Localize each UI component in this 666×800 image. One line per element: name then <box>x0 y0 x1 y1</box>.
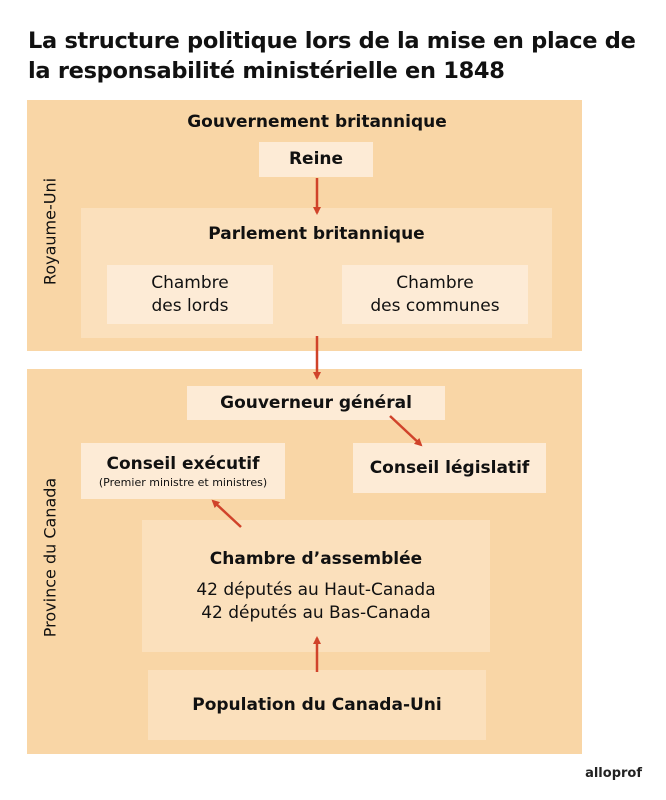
executif-label: Conseil exécutif <box>106 453 260 474</box>
arrow-gouverneur-legislatif <box>389 415 423 447</box>
chambre-label: Chambre d’assemblée <box>209 548 423 569</box>
chambre-line-2: 42 députés au Bas-Canada <box>201 602 431 623</box>
parlement-label: Parlement britannique <box>208 223 425 244</box>
population-box: Population du Canada-Uni <box>148 670 486 740</box>
communes-line-2: des communes <box>370 295 500 316</box>
gouvernement-britannique-heading: Gouvernement britannique <box>187 111 447 132</box>
communes-line-1: Chambre <box>396 272 474 293</box>
chambre-communes-box: Chambre des communes <box>342 265 528 324</box>
alloprof-logo: alloprof <box>585 766 642 781</box>
diagram-title: La structure politique lors de la mise e… <box>28 28 636 84</box>
lords-line-2: des lords <box>151 295 229 316</box>
chambre-line-1: 42 députés au Haut-Canada <box>196 579 436 600</box>
gouverneur-box: Gouverneur général <box>187 386 445 420</box>
conseil-legislatif-box: Conseil législatif <box>353 443 546 493</box>
chambre-assemblee-box: Chambre d’assemblée 42 députés au Haut-C… <box>142 520 490 652</box>
lords-line-1: Chambre <box>151 272 229 293</box>
conseil-executif-box: Conseil exécutif (Premier ministre et mi… <box>81 443 285 499</box>
executif-note: (Premier ministre et ministres) <box>98 475 268 489</box>
chambre-lords-box: Chambre des lords <box>107 265 273 324</box>
arrow-chambre-executif <box>211 499 242 528</box>
reine-box: Reine <box>259 142 373 177</box>
